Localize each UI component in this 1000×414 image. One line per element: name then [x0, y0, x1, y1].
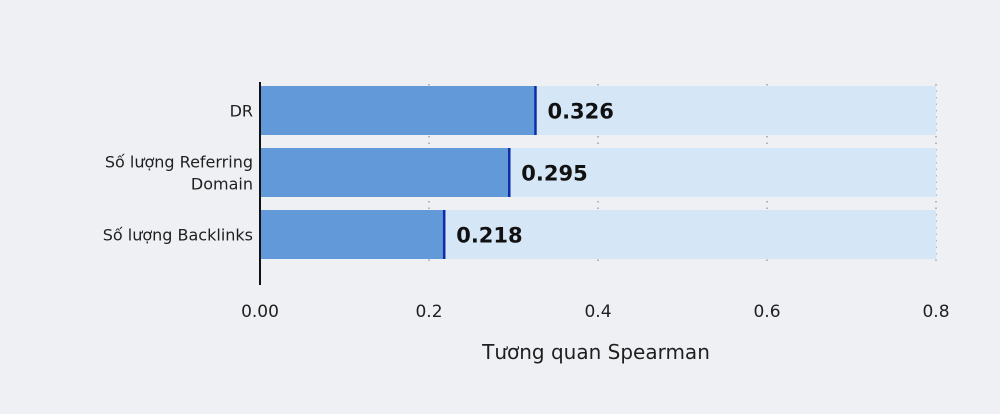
category-label: DR	[230, 102, 253, 121]
x-axis-title: Tương quan Spearman	[481, 340, 710, 364]
x-tick-label: 0.00	[241, 302, 279, 322]
x-tick-label: 0.2	[415, 302, 442, 322]
bars-layer	[260, 86, 936, 259]
value-label: 0.295	[521, 162, 587, 186]
category-label: Số lượng Backlinks	[103, 226, 253, 245]
bar	[260, 210, 445, 259]
x-tick-label: 0.6	[753, 302, 780, 322]
value-label: 0.218	[456, 224, 522, 248]
bar	[260, 148, 510, 197]
value-label: 0.326	[547, 100, 613, 124]
x-tick-label: 0.4	[584, 302, 611, 322]
labels-layer: 0.326 DR 0.295 Số lượng Referring Domain 0.21…	[103, 100, 950, 323]
x-tick-label: 0.8	[922, 302, 949, 322]
bar	[260, 86, 536, 135]
category-label: Số lượng Referring Domain	[105, 153, 253, 194]
